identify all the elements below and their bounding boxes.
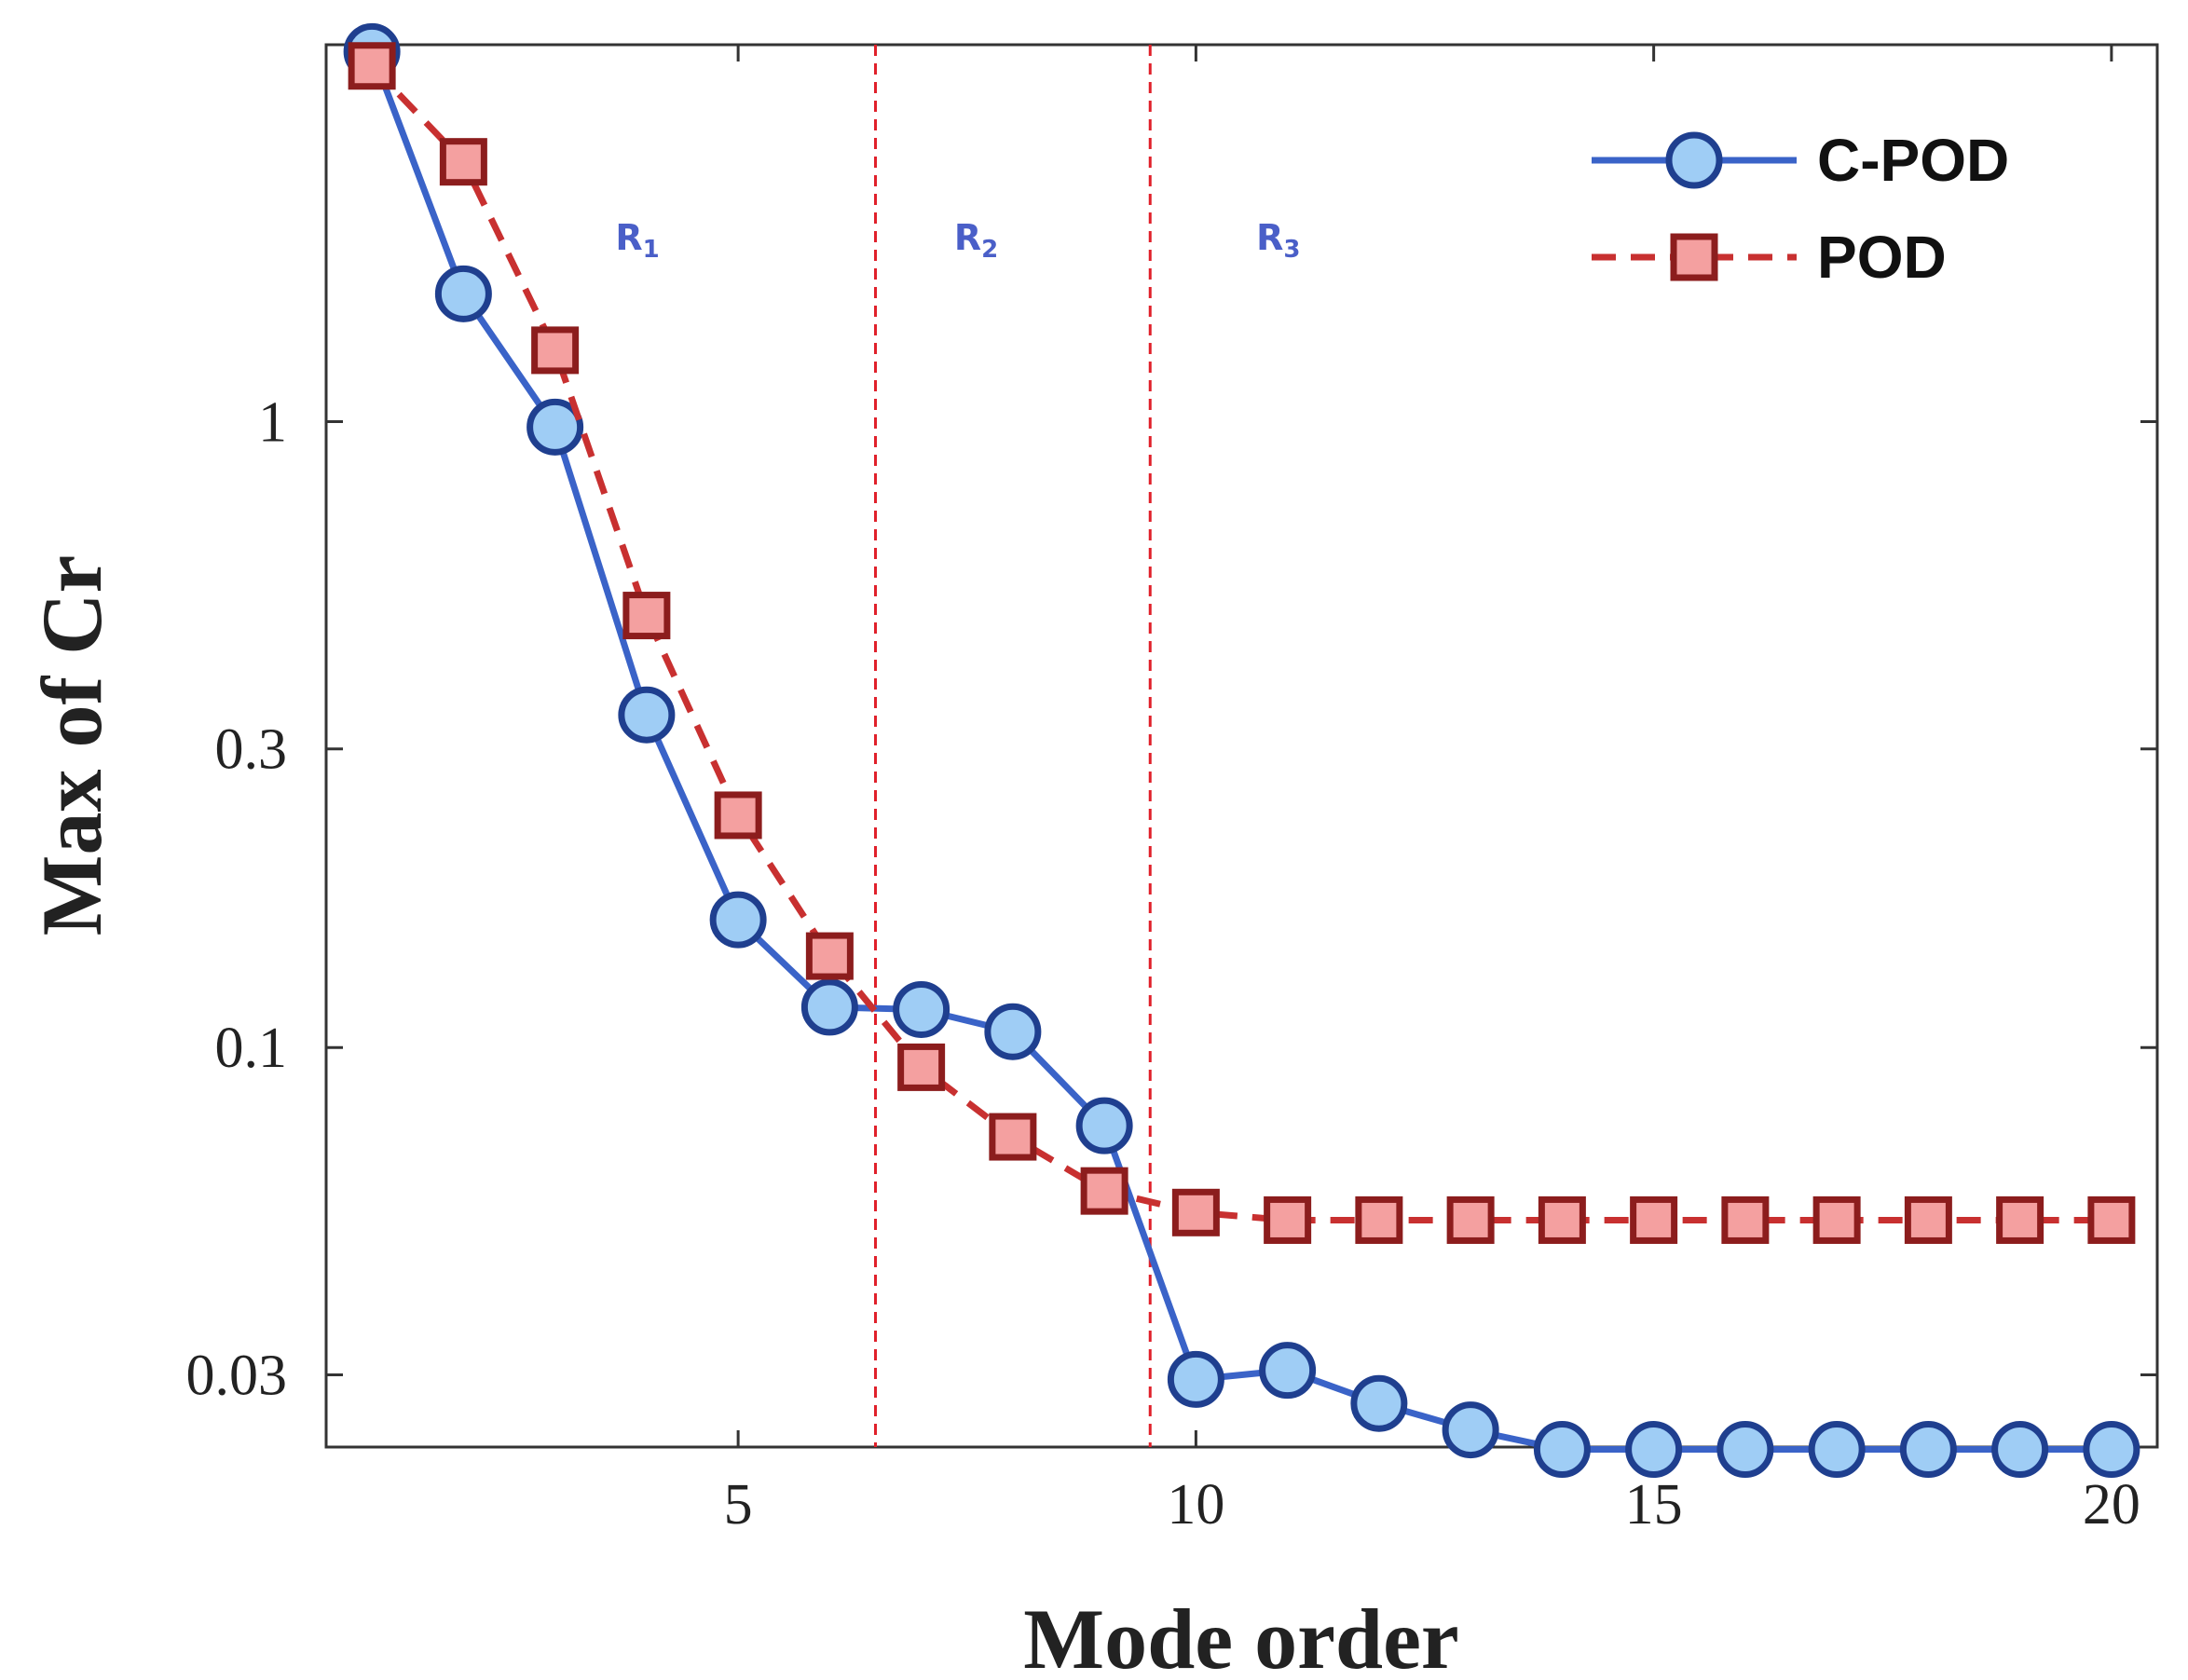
data-point-c-pod — [893, 980, 950, 1038]
legend: C-POD POD — [1592, 127, 2009, 291]
y-tick-label: 0.03 — [186, 1344, 288, 1407]
x-tick-label: 10 — [1167, 1473, 1224, 1537]
data-point-pod — [1171, 1188, 1220, 1236]
data-point-pod — [1904, 1195, 1952, 1244]
y-tick-label: 0.3 — [215, 718, 288, 782]
data-point-pod — [714, 791, 762, 840]
data-point-c-pod — [1442, 1401, 1499, 1459]
data-point-c-pod — [1075, 1097, 1133, 1154]
data-point-c-pod — [2083, 1421, 2140, 1479]
data-point-c-pod — [1808, 1421, 1866, 1479]
y-axis-title: Max of Cr — [24, 555, 119, 936]
data-point-pod — [348, 42, 396, 90]
x-tick-label: 5 — [724, 1473, 753, 1537]
data-point-c-pod — [1259, 1342, 1317, 1400]
data-point-pod — [1355, 1195, 1403, 1244]
legend-label: POD — [1817, 224, 1947, 291]
data-point-pod — [2087, 1195, 2136, 1244]
data-point-pod — [1446, 1195, 1495, 1244]
data-point-c-pod — [709, 891, 767, 949]
data-point-pod — [1538, 1195, 1586, 1244]
data-point-pod — [1264, 1195, 1312, 1244]
y-axis-ticks: 0.03 0.1 0.3 1 — [186, 390, 2157, 1407]
data-point-pod — [897, 1043, 946, 1091]
legend-label: C-POD — [1817, 127, 2009, 194]
data-point-c-pod — [1991, 1421, 2049, 1479]
data-point-c-pod — [984, 1003, 1042, 1060]
data-point-c-pod — [526, 398, 584, 456]
legend-marker-pod — [1670, 233, 1718, 281]
legend-marker-c-pod — [1665, 131, 1723, 189]
data-point-pod — [805, 932, 854, 980]
data-point-pod — [1721, 1195, 1770, 1244]
data-point-pod — [989, 1113, 1037, 1161]
data-point-c-pod — [1350, 1374, 1408, 1432]
data-point-pod — [1080, 1167, 1128, 1215]
x-tick-label: 15 — [1625, 1473, 1683, 1537]
data-point-pod — [439, 138, 487, 186]
data-point-c-pod — [1167, 1350, 1224, 1408]
x-tick-label: 20 — [2083, 1473, 2140, 1537]
data-point-pod — [1630, 1195, 1678, 1244]
data-point-c-pod — [1625, 1421, 1683, 1479]
data-point-pod — [531, 326, 580, 375]
data-point-pod — [1812, 1195, 1861, 1244]
data-point-c-pod — [1716, 1421, 1774, 1479]
data-point-c-pod — [800, 978, 858, 1036]
x-axis-title: Mode order — [1023, 1591, 1459, 1680]
data-point-c-pod — [434, 265, 492, 322]
data-point-pod — [622, 592, 671, 640]
series-group — [343, 22, 2140, 1479]
region-boundaries — [874, 45, 1152, 1447]
region-label: R1 — [615, 217, 659, 264]
y-tick-label: 0.1 — [215, 1017, 288, 1080]
y-tick-label: 1 — [258, 390, 287, 454]
data-point-c-pod — [618, 686, 676, 744]
data-point-c-pod — [1899, 1421, 1957, 1479]
data-point-pod — [1996, 1195, 2044, 1244]
x-axis-ticks: 5 10 15 20 — [724, 45, 2140, 1537]
data-point-c-pod — [1533, 1421, 1591, 1479]
